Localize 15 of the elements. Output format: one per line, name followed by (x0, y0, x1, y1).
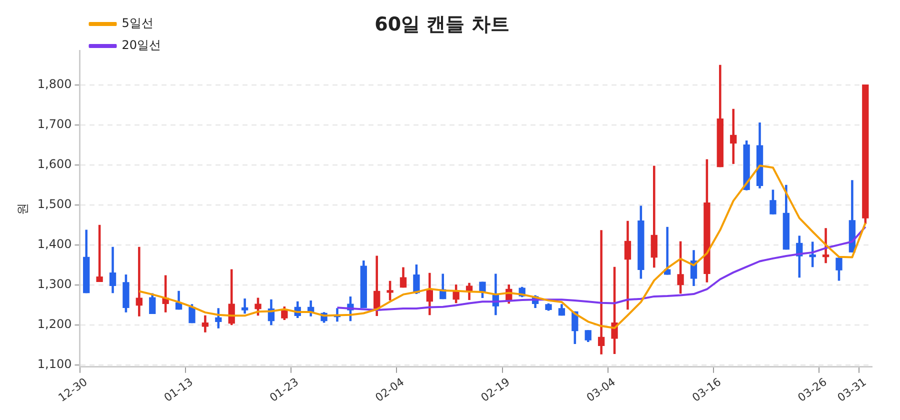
candlestick (730, 108, 737, 164)
y-tick-label: 1,400 (37, 236, 72, 251)
y-tick-label: 1,200 (37, 316, 72, 331)
y-tick-label: 1,600 (37, 156, 72, 171)
y-tick-label: 1,500 (37, 196, 72, 211)
candlestick (598, 230, 605, 354)
legend-label: 20일선 (122, 38, 162, 52)
candlestick (136, 246, 142, 316)
y-tick-label: 1,300 (37, 276, 72, 291)
legend-label: 5일선 (122, 16, 154, 30)
y-tick-label: 1,100 (37, 356, 72, 371)
y-axis-title: 원 (15, 202, 30, 215)
y-tick-label: 1,700 (37, 116, 72, 131)
chart-title: 60일 캔들 차트 (374, 13, 510, 36)
y-tick-label: 1,800 (37, 76, 72, 91)
